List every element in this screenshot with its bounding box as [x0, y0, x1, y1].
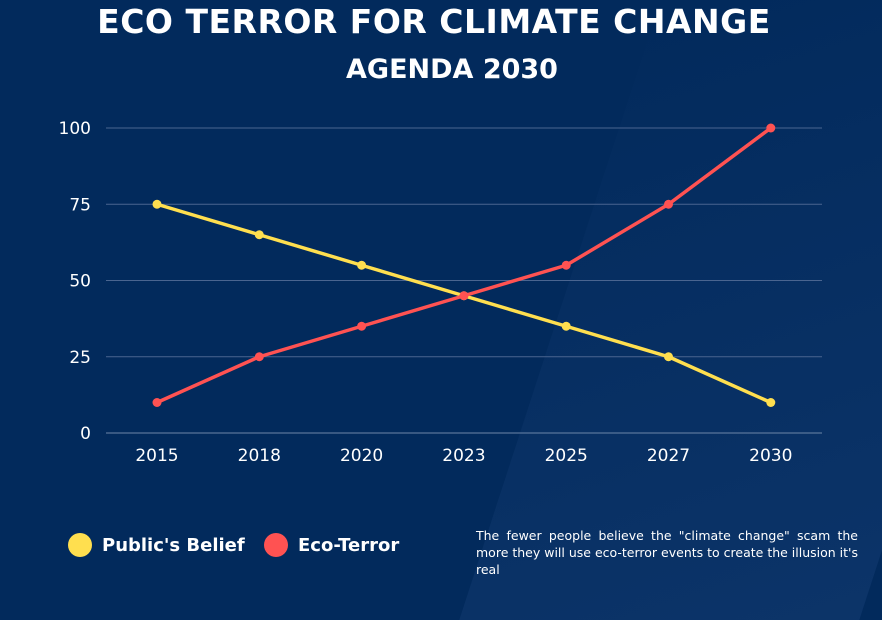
data-point-eco-terror [152, 398, 162, 407]
data-point-public-belief [254, 230, 264, 240]
x-tick-label: 2027 [647, 446, 690, 466]
y-tick-label: 100 [59, 119, 91, 139]
data-point-eco-terror [664, 199, 673, 209]
x-tick-label: 2025 [545, 446, 588, 466]
legend-marker-eco-terror [264, 533, 288, 557]
legend-label: Public's Belief [102, 534, 245, 556]
data-point-eco-terror [459, 291, 469, 301]
annotation-text: The fewer people believe the "climate ch… [476, 528, 858, 577]
y-tick-label: 75 [69, 195, 91, 215]
series-line-public-belief [156, 202, 772, 405]
x-tick-label: 2018 [238, 446, 281, 466]
chart-title: ECO TERROR FOR CLIMATE CHANGE [97, 2, 771, 41]
data-point-eco-terror [561, 260, 571, 270]
legend-item-public-belief: Public's Belief [68, 533, 245, 557]
x-tick-label: 2023 [442, 446, 485, 466]
y-tick-label: 0 [80, 424, 91, 444]
x-tick-label: 2030 [749, 446, 792, 466]
y-tick-label: 50 [69, 272, 91, 292]
data-point-public-belief [152, 199, 162, 209]
data-point-eco-terror [254, 352, 264, 362]
x-tick-label: 2020 [340, 446, 383, 466]
data-point-public-belief [561, 321, 571, 331]
data-point-eco-terror [766, 123, 776, 133]
legend-label: Eco-Terror [298, 534, 400, 556]
x-tick-label: 2015 [135, 446, 178, 466]
y-tick-label: 25 [69, 348, 91, 368]
data-point-public-belief [766, 398, 776, 407]
data-point-eco-terror [357, 321, 367, 331]
data-point-public-belief [664, 352, 673, 362]
line-chart: 0 25 50 75 100 2015 2018 2020 2023 2025 2027 2030 [59, 119, 822, 466]
legend-item-eco-terror: Eco-Terror [264, 533, 399, 557]
chart-subtitle: AGENDA 2030 [346, 54, 558, 85]
legend-marker-public-belief [68, 533, 92, 557]
data-point-public-belief [357, 260, 367, 270]
